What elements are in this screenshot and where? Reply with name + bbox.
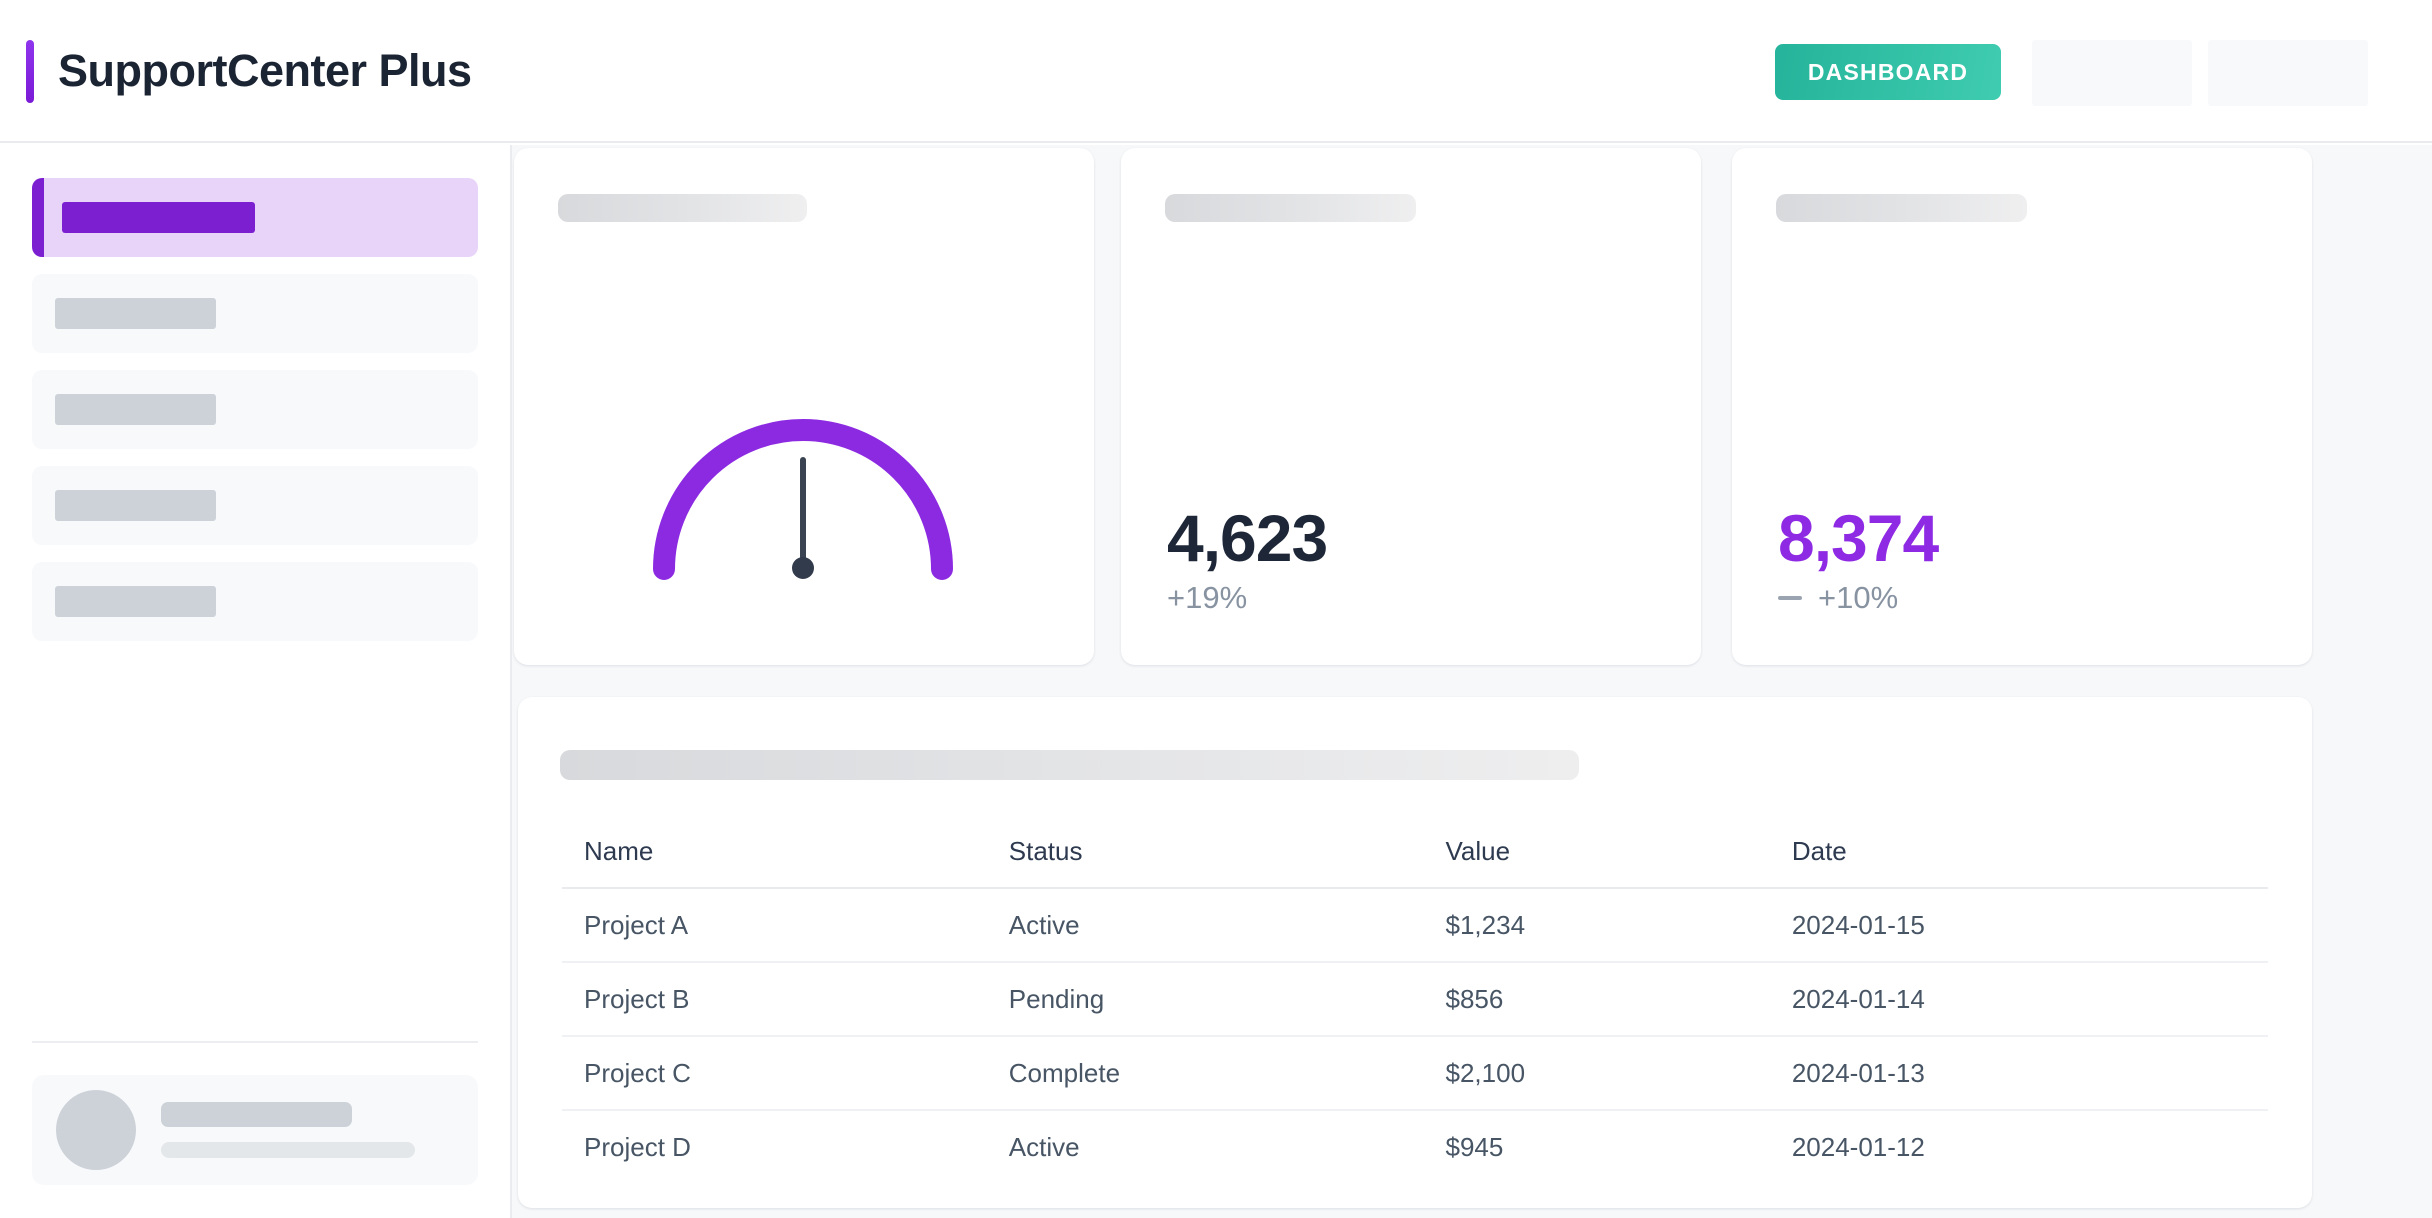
brand-accent-bar [26,40,34,103]
sidebar-item-4[interactable] [32,466,478,545]
cell-date: 2024-01-13 [1769,1036,2268,1111]
gauge-needle-hub [792,557,814,579]
card-title-skeleton [1165,194,1416,222]
sidebar-item-skeleton [55,394,216,425]
sidebar-item-3[interactable] [32,370,478,449]
card-title-skeleton [558,194,807,222]
stat-card-2: 8,374 +10% [1732,148,2312,665]
gauge-chart [653,419,953,580]
table-row: Project B Pending $856 2024-01-14 [562,962,2268,1037]
card-title-skeleton [1776,194,2027,222]
stat-delta: +19% [1167,580,1247,616]
table-header-row: Name Status Value Date [562,780,2268,889]
cell-name: Project D [584,1132,691,1162]
column-header-status: Status [986,780,1424,889]
column-header-name: Name [562,780,987,889]
cell-status: Active [986,888,1424,963]
cell-date: 2024-01-12 [1791,1132,1925,1162]
sidebar-item-skeleton [62,202,255,233]
projects-table: Name Status Value Date Project A Active … [562,780,2268,1184]
gauge-card [514,148,1094,665]
cell-name: Project C [562,1036,987,1111]
stat-value: 4,623 [1167,501,1328,575]
stat-delta: +10% [1778,580,1898,616]
cell-value: $1,234 [1423,888,1770,963]
nav-placeholder-2[interactable] [2208,40,2368,106]
sidebar-item-2[interactable] [32,274,478,353]
stat-card-1: 4,623 +19% [1121,148,1701,665]
avatar [56,1090,136,1170]
stat-delta-text: +19% [1167,580,1248,615]
trend-flat-icon [1778,596,1802,600]
gauge-arc [653,419,953,580]
table-title-skeleton [560,750,1579,780]
cell-status: Active [1008,1132,1080,1162]
header: SupportCenter Plus DASHBOARD [0,0,2432,143]
sidebar [0,145,512,1218]
cell-value: $945 [1445,1132,1504,1162]
column-header-value: Value [1423,780,1770,889]
main-content: 4,623 +19% 8,374 +10% Name [512,145,2432,1218]
sidebar-item-5[interactable] [32,562,478,641]
sidebar-item-skeleton [55,298,216,329]
user-subtitle-skeleton [161,1142,415,1158]
cell-date: 2024-01-15 [1769,888,2268,963]
cell-value: $2,100 [1423,1036,1770,1111]
sidebar-divider [32,1041,478,1043]
cell-value: $856 [1423,962,1770,1037]
table-row: Project A Active $1,234 2024-01-15 [562,888,2268,963]
table-card: Name Status Value Date Project A Active … [518,697,2312,1208]
cell-name: Project A [562,888,987,963]
sidebar-item-active[interactable] [32,178,478,257]
nav-placeholder-1[interactable] [2032,40,2192,106]
cell-status: Pending [986,962,1424,1037]
user-profile-card[interactable] [32,1075,478,1185]
cell-status: Complete [986,1036,1424,1111]
sidebar-item-skeleton [55,490,216,521]
stat-delta-text: +10% [1818,580,1899,615]
dashboard-button[interactable]: DASHBOARD [1775,44,2001,100]
cell-name: Project B [562,962,987,1037]
sidebar-item-skeleton [55,586,216,617]
table-row: Project C Complete $2,100 2024-01-13 [562,1036,2268,1111]
app-title: SupportCenter Plus [58,44,472,96]
user-name-skeleton [161,1102,352,1127]
stat-value: 8,374 [1778,501,1939,575]
column-header-date: Date [1769,780,2268,889]
table-row: Project D Active $945 2024-01-12 [562,1110,2268,1184]
cell-date: 2024-01-14 [1769,962,2268,1037]
